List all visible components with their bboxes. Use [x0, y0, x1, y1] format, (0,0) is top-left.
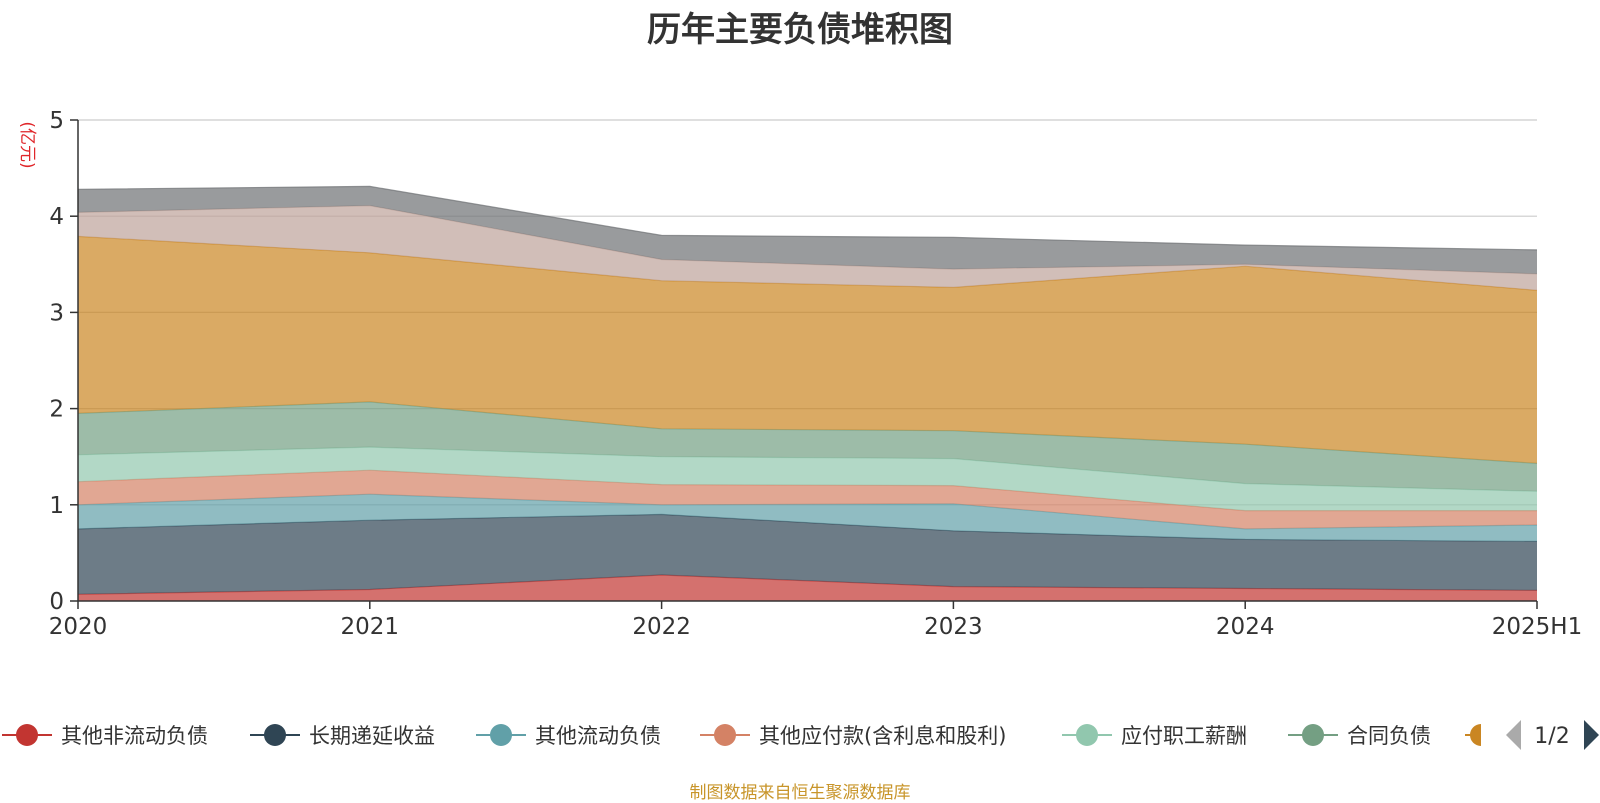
legend-marker-icon [1470, 724, 1481, 746]
legend-item[interactable]: 其他应付款(含利息和股利) [700, 724, 1006, 748]
legend-marker-icon [490, 724, 512, 746]
y-tick-label: 1 [49, 493, 64, 519]
legend: 其他非流动负债 长期递延收益 其他流动负债 其他应付款(含利息和股利) 应付职工薪酬 合同… [2, 724, 1481, 748]
x-tick-label: 2024 [1216, 614, 1275, 640]
legend-item[interactable]: 其他非流动负债 [2, 724, 208, 748]
y-axis-ticks: 0 1 2 3 4 5 [49, 108, 78, 615]
legend-next-page-icon[interactable] [1584, 720, 1599, 750]
area-series-1[interactable] [78, 575, 1537, 601]
legend-item[interactable]: 应付职工薪酬 [1062, 724, 1247, 748]
legend-label: 应付职工薪酬 [1121, 724, 1247, 748]
legend-pager: 1/2 [1506, 720, 1599, 750]
axes [77, 120, 1537, 602]
y-tick-label: 5 [49, 108, 64, 134]
legend-item[interactable]: 其他流动负债 [476, 724, 661, 748]
area-series-5[interactable] [78, 447, 1537, 511]
x-tick-label: 2021 [341, 614, 400, 640]
y-tick-label: 0 [49, 589, 64, 615]
legend-item-partial [1465, 724, 1481, 746]
area-series-6[interactable] [78, 401, 1537, 492]
legend-marker-icon [264, 724, 286, 746]
legend-label: 其他非流动负债 [61, 724, 208, 748]
legend-label: 长期递延收益 [309, 724, 435, 748]
legend-label: 其他流动负债 [535, 724, 661, 748]
x-tick-label: 2023 [924, 614, 983, 640]
legend-marker-icon [1076, 724, 1098, 746]
x-axis-ticks: 2020 2021 2022 2023 2024 2025H1 [49, 601, 1582, 640]
area-series-2[interactable] [78, 514, 1537, 595]
area-series-edge-9 [77, 185, 1538, 251]
x-tick-label: 2025H1 [1492, 614, 1582, 640]
chart-title: 历年主要负债堆积图 [647, 10, 953, 50]
legend-label: 其他应付款(含利息和股利) [759, 724, 1006, 748]
area-series-9[interactable] [78, 186, 1537, 274]
x-tick-label: 2020 [49, 614, 108, 640]
legend-item[interactable]: 合同负债 [1288, 724, 1431, 748]
legend-marker-icon [714, 724, 736, 746]
legend-label: 合同负债 [1347, 724, 1431, 748]
x-tick-label: 2022 [632, 614, 691, 640]
legend-marker-icon [1302, 724, 1324, 746]
area-series [77, 185, 1538, 601]
area-series-4[interactable] [78, 470, 1537, 529]
legend-item[interactable]: 长期递延收益 [250, 724, 435, 748]
legend-marker-icon [16, 724, 38, 746]
data-source-note: 制图数据来自恒生聚源数据库 [689, 783, 911, 803]
y-tick-label: 3 [49, 300, 64, 326]
area-series-3[interactable] [78, 494, 1537, 542]
area-series-7[interactable] [78, 236, 1537, 464]
area-series-8[interactable] [78, 205, 1537, 291]
y-axis-unit-label: (亿元) [17, 121, 37, 168]
legend-page-indicator: 1/2 [1534, 724, 1569, 749]
y-tick-label: 2 [49, 397, 64, 423]
y-tick-label: 4 [49, 204, 64, 230]
legend-prev-page-icon[interactable] [1506, 720, 1521, 750]
